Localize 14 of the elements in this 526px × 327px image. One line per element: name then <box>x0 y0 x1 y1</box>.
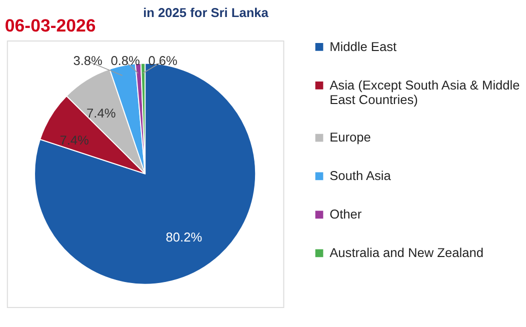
legend-label: Middle East <box>330 38 397 54</box>
data-label: 0.6% <box>148 53 178 68</box>
data-label: 7.4% <box>60 132 89 148</box>
data-label: 7.4% <box>86 105 116 120</box>
legend-label: Asia (Except South Asia & Middle East Countries) <box>330 77 520 108</box>
data-label: 80.2% <box>166 229 202 244</box>
legend-label: Europe <box>330 130 371 145</box>
data-label: 0.8% <box>110 53 140 68</box>
legend-label: South Asia <box>330 168 392 184</box>
text: 06-03-2026 <box>4 16 96 36</box>
legend-label: Australia and New Zealand <box>330 245 484 260</box>
chart-title: in 2025 for Sri Lanka <box>143 4 270 20</box>
data-label: 3.8% <box>73 53 102 68</box>
legend-label: Other <box>330 206 362 222</box>
